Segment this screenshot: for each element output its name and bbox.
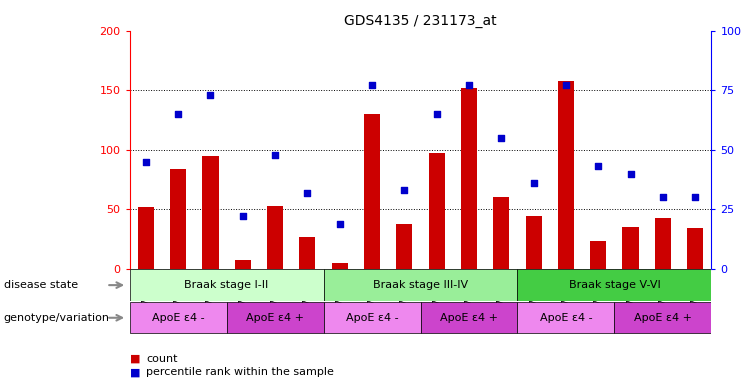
Text: disease state: disease state [4,280,78,290]
Point [689,194,701,200]
Text: GSM735103: GSM735103 [335,269,345,324]
Text: ■: ■ [130,354,140,364]
Text: percentile rank within the sample: percentile rank within the sample [146,367,334,377]
Point [560,83,572,89]
Text: GSM735111: GSM735111 [594,269,602,324]
Point [625,170,637,177]
Text: GSM735104: GSM735104 [368,269,376,324]
FancyBboxPatch shape [130,302,227,333]
Bar [622,227,639,269]
FancyBboxPatch shape [517,302,614,333]
Title: GDS4135 / 231173_at: GDS4135 / 231173_at [345,14,496,28]
Point [657,194,669,200]
Point [366,83,378,89]
Text: genotype/variation: genotype/variation [4,313,110,323]
Point [302,190,313,196]
Point [463,83,475,89]
FancyBboxPatch shape [130,270,324,301]
Point [333,220,345,227]
Text: ■: ■ [130,367,140,377]
Text: Braak stage III-IV: Braak stage III-IV [373,280,468,290]
Bar [267,206,283,269]
Bar [590,242,606,269]
Point [172,111,184,117]
Point [528,180,539,186]
Point [431,111,442,117]
Text: ApoE ε4 -: ApoE ε4 - [346,313,399,323]
Text: GSM735108: GSM735108 [691,269,700,324]
Bar [364,114,380,269]
Text: GSM735099: GSM735099 [206,269,215,324]
FancyBboxPatch shape [421,302,517,333]
Text: GSM735094: GSM735094 [239,269,247,324]
Text: GSM735101: GSM735101 [465,269,473,324]
FancyBboxPatch shape [614,302,711,333]
Bar [396,223,413,269]
Text: ApoE ε4 +: ApoE ε4 + [246,313,304,323]
Point [496,135,508,141]
Point [205,92,216,98]
Point [140,159,152,165]
Text: ApoE ε4 +: ApoE ε4 + [634,313,692,323]
Text: Braak stage V-VI: Braak stage V-VI [568,280,660,290]
Bar [494,197,509,269]
Text: GSM735110: GSM735110 [562,269,571,324]
Text: GSM735098: GSM735098 [173,269,182,324]
Text: GSM735096: GSM735096 [303,269,312,324]
Text: ApoE ε4 +: ApoE ε4 + [440,313,498,323]
Point [399,187,411,193]
FancyBboxPatch shape [324,270,517,301]
Bar [138,207,154,269]
Bar [299,237,316,269]
Bar [558,81,574,269]
Text: GSM735097: GSM735097 [142,269,150,324]
Bar [170,169,186,269]
Text: Braak stage I-II: Braak stage I-II [185,280,269,290]
Text: GSM735109: GSM735109 [529,269,538,324]
Text: GSM735102: GSM735102 [496,269,506,324]
Bar [655,218,671,269]
Bar [461,88,477,269]
Text: GSM735095: GSM735095 [270,269,279,324]
FancyBboxPatch shape [517,270,711,301]
Bar [202,156,219,269]
Bar [428,153,445,269]
Text: ApoE ε4 -: ApoE ε4 - [539,313,592,323]
Bar [525,217,542,269]
FancyBboxPatch shape [324,302,421,333]
Bar [332,263,348,269]
Text: GSM735107: GSM735107 [659,269,668,324]
Text: ApoE ε4 -: ApoE ε4 - [152,313,205,323]
Text: GSM735100: GSM735100 [432,269,441,324]
Text: GSM735106: GSM735106 [626,269,635,324]
Text: count: count [146,354,178,364]
Point [592,163,604,169]
Point [237,214,249,220]
FancyBboxPatch shape [227,302,324,333]
Text: GSM735105: GSM735105 [400,269,409,324]
Point [269,151,281,157]
Bar [687,228,703,269]
Bar [235,260,251,269]
